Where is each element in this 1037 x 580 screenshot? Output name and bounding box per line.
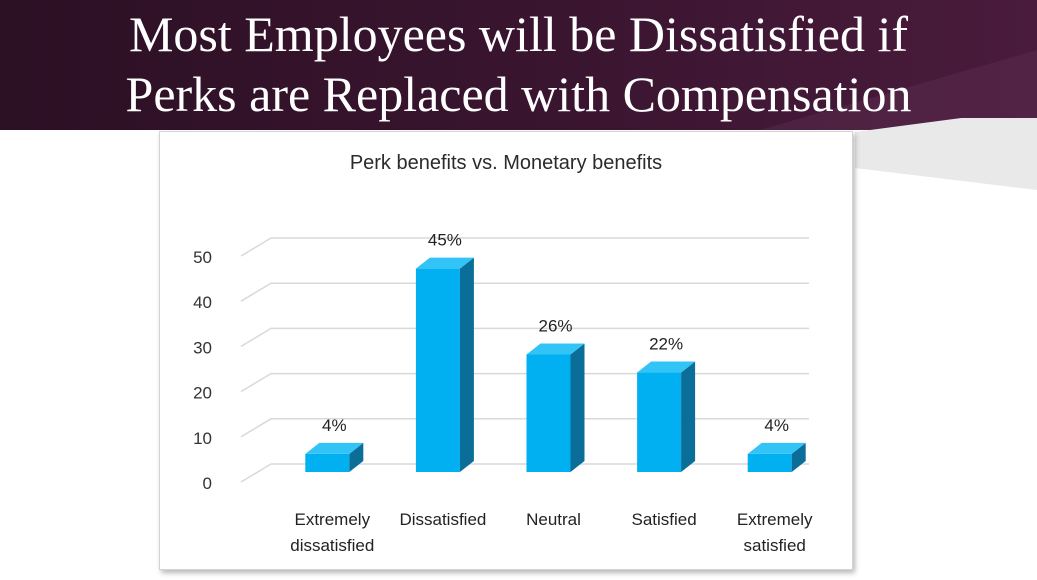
y-tick-label: 40 (193, 293, 212, 312)
bar-top (305, 442, 364, 454)
slide-title-line-1: Most Employees will be Dissatisfied if (128, 6, 909, 62)
gridline (240, 463, 809, 483)
bar-side (681, 361, 696, 472)
bar (637, 361, 696, 472)
x-category-label: Extremely satisfied (737, 510, 813, 555)
bar-front (637, 372, 682, 472)
data-label: 22% (649, 335, 683, 354)
bar-side (349, 442, 364, 472)
gridline (240, 282, 809, 302)
gridline (240, 327, 809, 348)
bar-top (526, 343, 585, 355)
title-banner (0, 0, 1037, 130)
y-tick-label: 0 (203, 474, 212, 493)
bar-top (747, 442, 806, 454)
data-label: 45% (428, 231, 462, 250)
gridline (240, 372, 809, 393)
data-label: 26% (538, 316, 572, 335)
bar (747, 442, 806, 472)
x-category-label: Satisfied (631, 510, 696, 529)
bar-front (415, 268, 460, 472)
bar-top (637, 361, 696, 373)
bar (526, 343, 585, 472)
bars (305, 257, 806, 472)
y-tick-label: 50 (193, 248, 212, 267)
y-tick-label: 10 (193, 429, 212, 448)
bar-top (415, 257, 474, 269)
x-category-label: Extremely dissatisfied (290, 510, 374, 555)
banner-accent (760, 50, 1037, 130)
gridline (240, 418, 809, 438)
gridline (240, 237, 809, 257)
data-label: 4% (764, 416, 789, 435)
chart-panel: Perk benefits vs. Monetary benefits 0 10 2… (159, 131, 853, 570)
slide-title-line-2: Perks are Replaced with Compensation (125, 66, 912, 122)
slide-title: Most Employees will be Dissatisfied if P… (0, 4, 1037, 124)
data-label: 4% (322, 416, 347, 435)
bar-side (791, 442, 806, 472)
x-category-label: Neutral (526, 510, 581, 529)
gridlines (240, 237, 809, 483)
bar-side (459, 257, 474, 472)
y-tick-label: 30 (193, 338, 212, 357)
bar-side (570, 343, 585, 472)
bar (305, 442, 364, 472)
bar-front (526, 354, 571, 472)
chart-title: Perk benefits vs. Monetary benefits (350, 152, 662, 174)
bar-chart: Perk benefits vs. Monetary benefits 0 10 2… (193, 152, 813, 555)
x-category-label: Dissatisfied (399, 510, 486, 529)
slide-decoration (855, 118, 1037, 190)
bar-front (747, 453, 792, 472)
chart-text: Perk benefits vs. Monetary benefits 0 10 2… (193, 152, 813, 555)
y-tick-label: 20 (193, 384, 212, 403)
bar-front (305, 453, 350, 472)
bar (415, 257, 474, 472)
